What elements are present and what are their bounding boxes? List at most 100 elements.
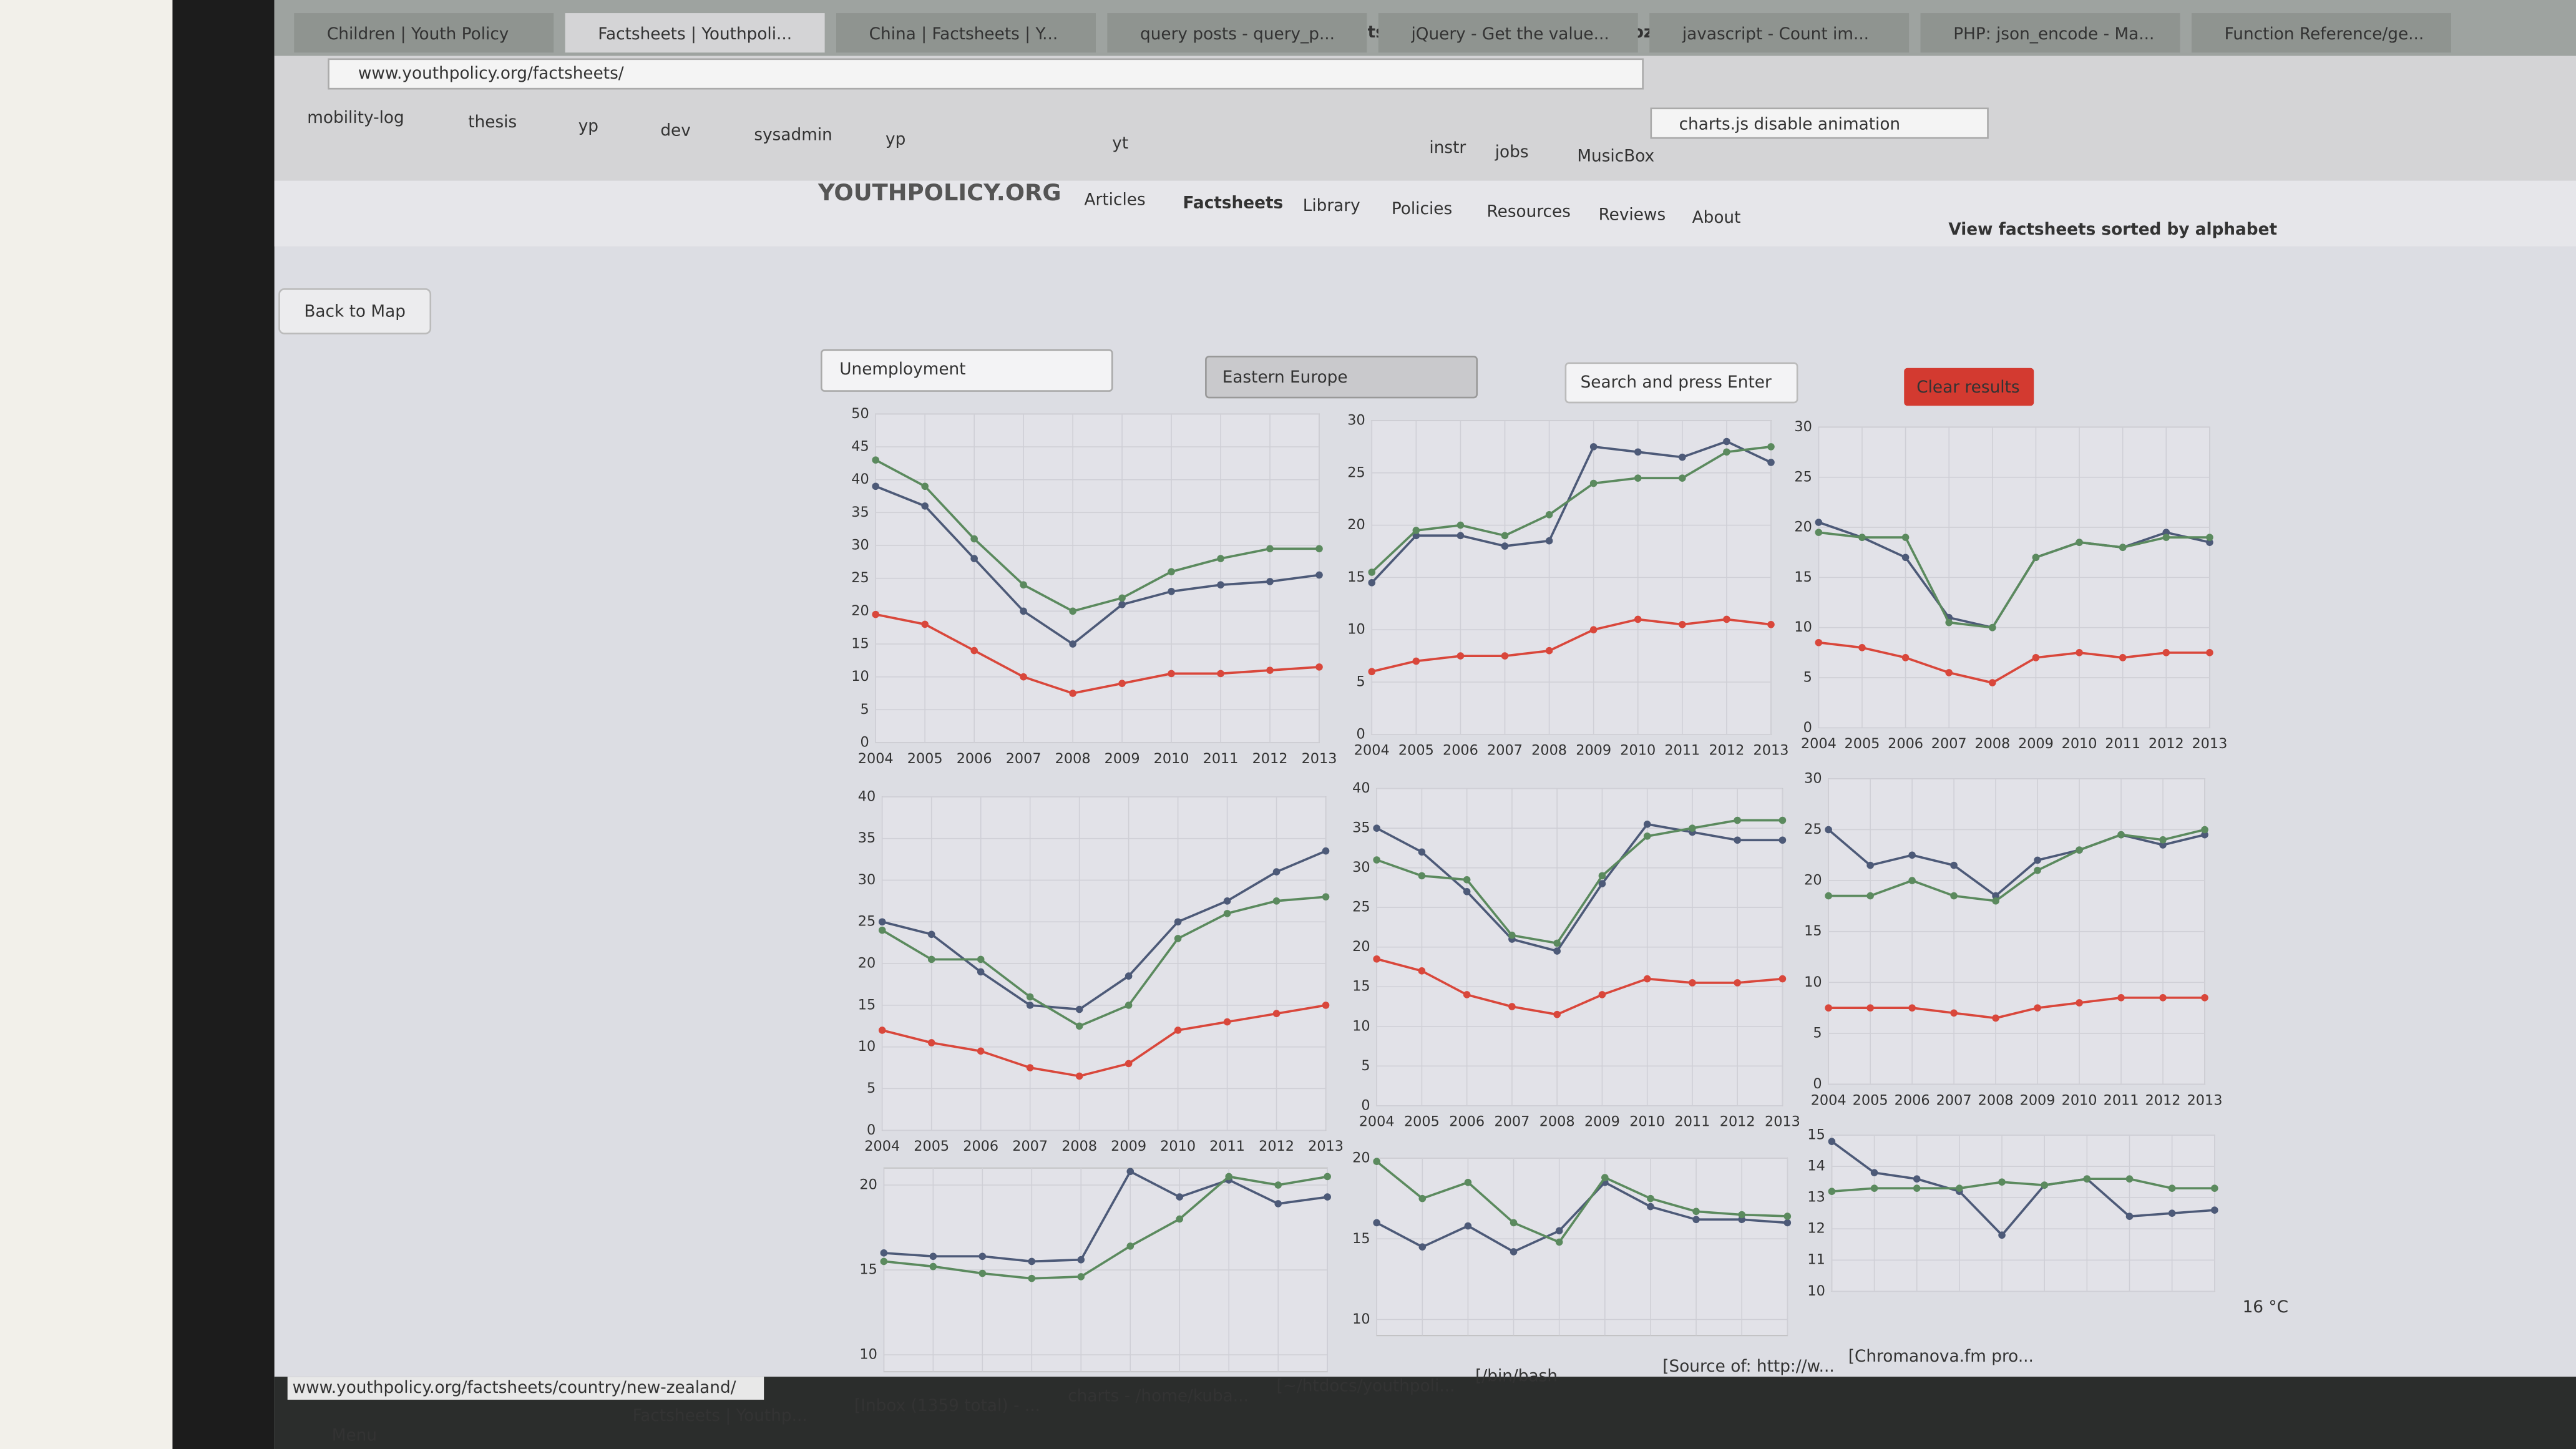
bookmark[interactable]: yp xyxy=(886,130,905,149)
nav-link[interactable]: Articles xyxy=(1085,191,1146,210)
y-tick-label: 45 xyxy=(851,439,869,455)
data-point xyxy=(1647,1194,1654,1203)
data-point xyxy=(927,930,935,939)
nav-link[interactable]: Library xyxy=(1303,197,1360,215)
data-point xyxy=(2119,654,2127,661)
data-point xyxy=(1225,1173,1233,1181)
tab-title[interactable]: Function Reference/ge... xyxy=(2225,25,2424,44)
data-point xyxy=(872,610,879,618)
taskbar-item[interactable]: Factsheets | Youthp... xyxy=(633,1407,807,1425)
back-button[interactable] xyxy=(278,288,432,334)
series-line xyxy=(875,459,1320,613)
bookmark[interactable]: sysadmin xyxy=(754,125,832,144)
y-tick-label: 20 xyxy=(1804,872,1822,889)
taskbar-item[interactable]: charts - /home/kuba... xyxy=(1068,1387,1249,1405)
data-point xyxy=(1176,1215,1184,1223)
bookmark[interactable]: MusicBox xyxy=(1577,147,1654,166)
data-point xyxy=(1075,1005,1083,1013)
search-bar[interactable] xyxy=(1650,107,1989,139)
tab[interactable] xyxy=(294,13,554,53)
tab[interactable] xyxy=(1920,13,2180,53)
data-point xyxy=(1168,670,1175,678)
clear-button[interactable] xyxy=(1904,368,2034,406)
tab[interactable] xyxy=(1649,13,1910,53)
bookmark[interactable]: jobs xyxy=(1495,143,1529,162)
tab-title[interactable]: jQuery - Get the value... xyxy=(1410,25,1609,44)
series-line xyxy=(1376,1160,1788,1244)
plot-area xyxy=(1831,1134,2215,1292)
nav-link[interactable]: About xyxy=(1692,208,1741,227)
data-point xyxy=(977,968,985,976)
taskbar-item[interactable]: [/bin/bash xyxy=(1475,1367,1558,1386)
y-tick-label: 30 xyxy=(1347,412,1365,428)
tab-title[interactable]: China | Factsheets | Y... xyxy=(869,25,1058,44)
tab[interactable] xyxy=(1107,13,1367,53)
indicator-value[interactable]: Unemployment xyxy=(839,360,965,379)
nav-link[interactable]: Factsheets xyxy=(1183,193,1284,212)
bookmark[interactable]: instr xyxy=(1429,139,1466,157)
search-input[interactable] xyxy=(1564,362,1798,404)
taskbar-item[interactable]: [Source of: http://w... xyxy=(1662,1357,1834,1376)
data-point xyxy=(1026,1064,1034,1071)
data-point xyxy=(1315,545,1323,553)
clear-label[interactable]: Clear results xyxy=(1916,378,2019,397)
menu-label[interactable]: Menu xyxy=(332,1426,377,1445)
data-point xyxy=(2211,1206,2218,1214)
y-tick-label: 15 xyxy=(1804,923,1822,939)
bookmark[interactable]: yp xyxy=(578,117,598,136)
data-point xyxy=(2032,654,2040,661)
tab-title[interactable]: PHP: json_encode - Ma... xyxy=(1953,25,2154,44)
x-tick-label: 2010 xyxy=(1629,1114,1665,1130)
bookmark[interactable]: dev xyxy=(660,122,690,140)
region-value[interactable]: Eastern Europe xyxy=(1222,368,1348,387)
back-label[interactable]: Back to Map xyxy=(304,303,406,321)
bookmark[interactable]: yt xyxy=(1112,134,1128,153)
data-point xyxy=(1322,893,1330,900)
search-placeholder[interactable]: Search and press Enter xyxy=(1581,373,1772,392)
data-point xyxy=(1501,532,1509,540)
data-point xyxy=(1176,1193,1184,1201)
bookmark[interactable]: thesis xyxy=(468,113,517,132)
tab-title[interactable]: Children | Youth Policy xyxy=(327,25,509,44)
series-line xyxy=(884,1175,1328,1280)
tab-title[interactable]: javascript - Count im... xyxy=(1682,25,1869,44)
data-point xyxy=(1815,638,1823,646)
y-tick-label: 20 xyxy=(851,603,869,619)
data-point xyxy=(2206,539,2213,546)
site-logo[interactable]: YOUTHPOLICY.ORG xyxy=(817,179,1061,206)
url-bar[interactable] xyxy=(328,58,1644,90)
data-point xyxy=(1028,1274,1036,1282)
tab[interactable] xyxy=(565,13,825,53)
data-point xyxy=(1950,1009,1958,1017)
indicator-select[interactable] xyxy=(821,349,1113,392)
x-tick-label: 2006 xyxy=(1443,743,1478,759)
x-tick-label: 2011 xyxy=(1209,1138,1245,1154)
series-line xyxy=(881,895,1326,1028)
region-select[interactable] xyxy=(1205,355,1478,399)
nav-link[interactable]: Policies xyxy=(1392,200,1452,218)
x-tick-label: 2007 xyxy=(1494,1114,1530,1130)
tab-title[interactable]: query posts - query_p... xyxy=(1140,25,1335,44)
data-point xyxy=(1778,816,1787,824)
data-point xyxy=(1643,832,1651,840)
url[interactable]: www.youthpolicy.org/factsheets/ xyxy=(358,64,624,83)
search-text[interactable]: charts.js disable animation xyxy=(1679,115,1901,134)
bookmark[interactable]: mobility-log xyxy=(307,109,404,127)
nav-link[interactable]: Reviews xyxy=(1599,205,1666,224)
y-tick-label: 20 xyxy=(1352,939,1370,955)
data-point xyxy=(1601,1174,1609,1181)
tab[interactable] xyxy=(2191,13,2451,53)
tab[interactable] xyxy=(1378,13,1638,53)
taskbar-item[interactable]: [Inbox (1359 total) - ... xyxy=(854,1397,1040,1415)
data-point xyxy=(1077,1256,1085,1264)
x-tick-label: 2004 xyxy=(1354,743,1390,759)
data-point xyxy=(1689,824,1696,832)
alphabet-link[interactable]: View factsheets sorted by alphabet xyxy=(1948,220,2277,239)
nav-link[interactable]: Resources xyxy=(1487,203,1571,222)
tab-title[interactable]: Factsheets | Youthpoli... xyxy=(598,25,792,44)
taskbar-item[interactable]: [Chromanova.fm pro... xyxy=(1848,1347,2034,1366)
taskbar-item[interactable]: [~/htdocs/youthpoli... xyxy=(1277,1377,1455,1395)
tab[interactable] xyxy=(836,13,1096,53)
data-point xyxy=(1945,618,1953,627)
data-point xyxy=(1125,1060,1133,1068)
